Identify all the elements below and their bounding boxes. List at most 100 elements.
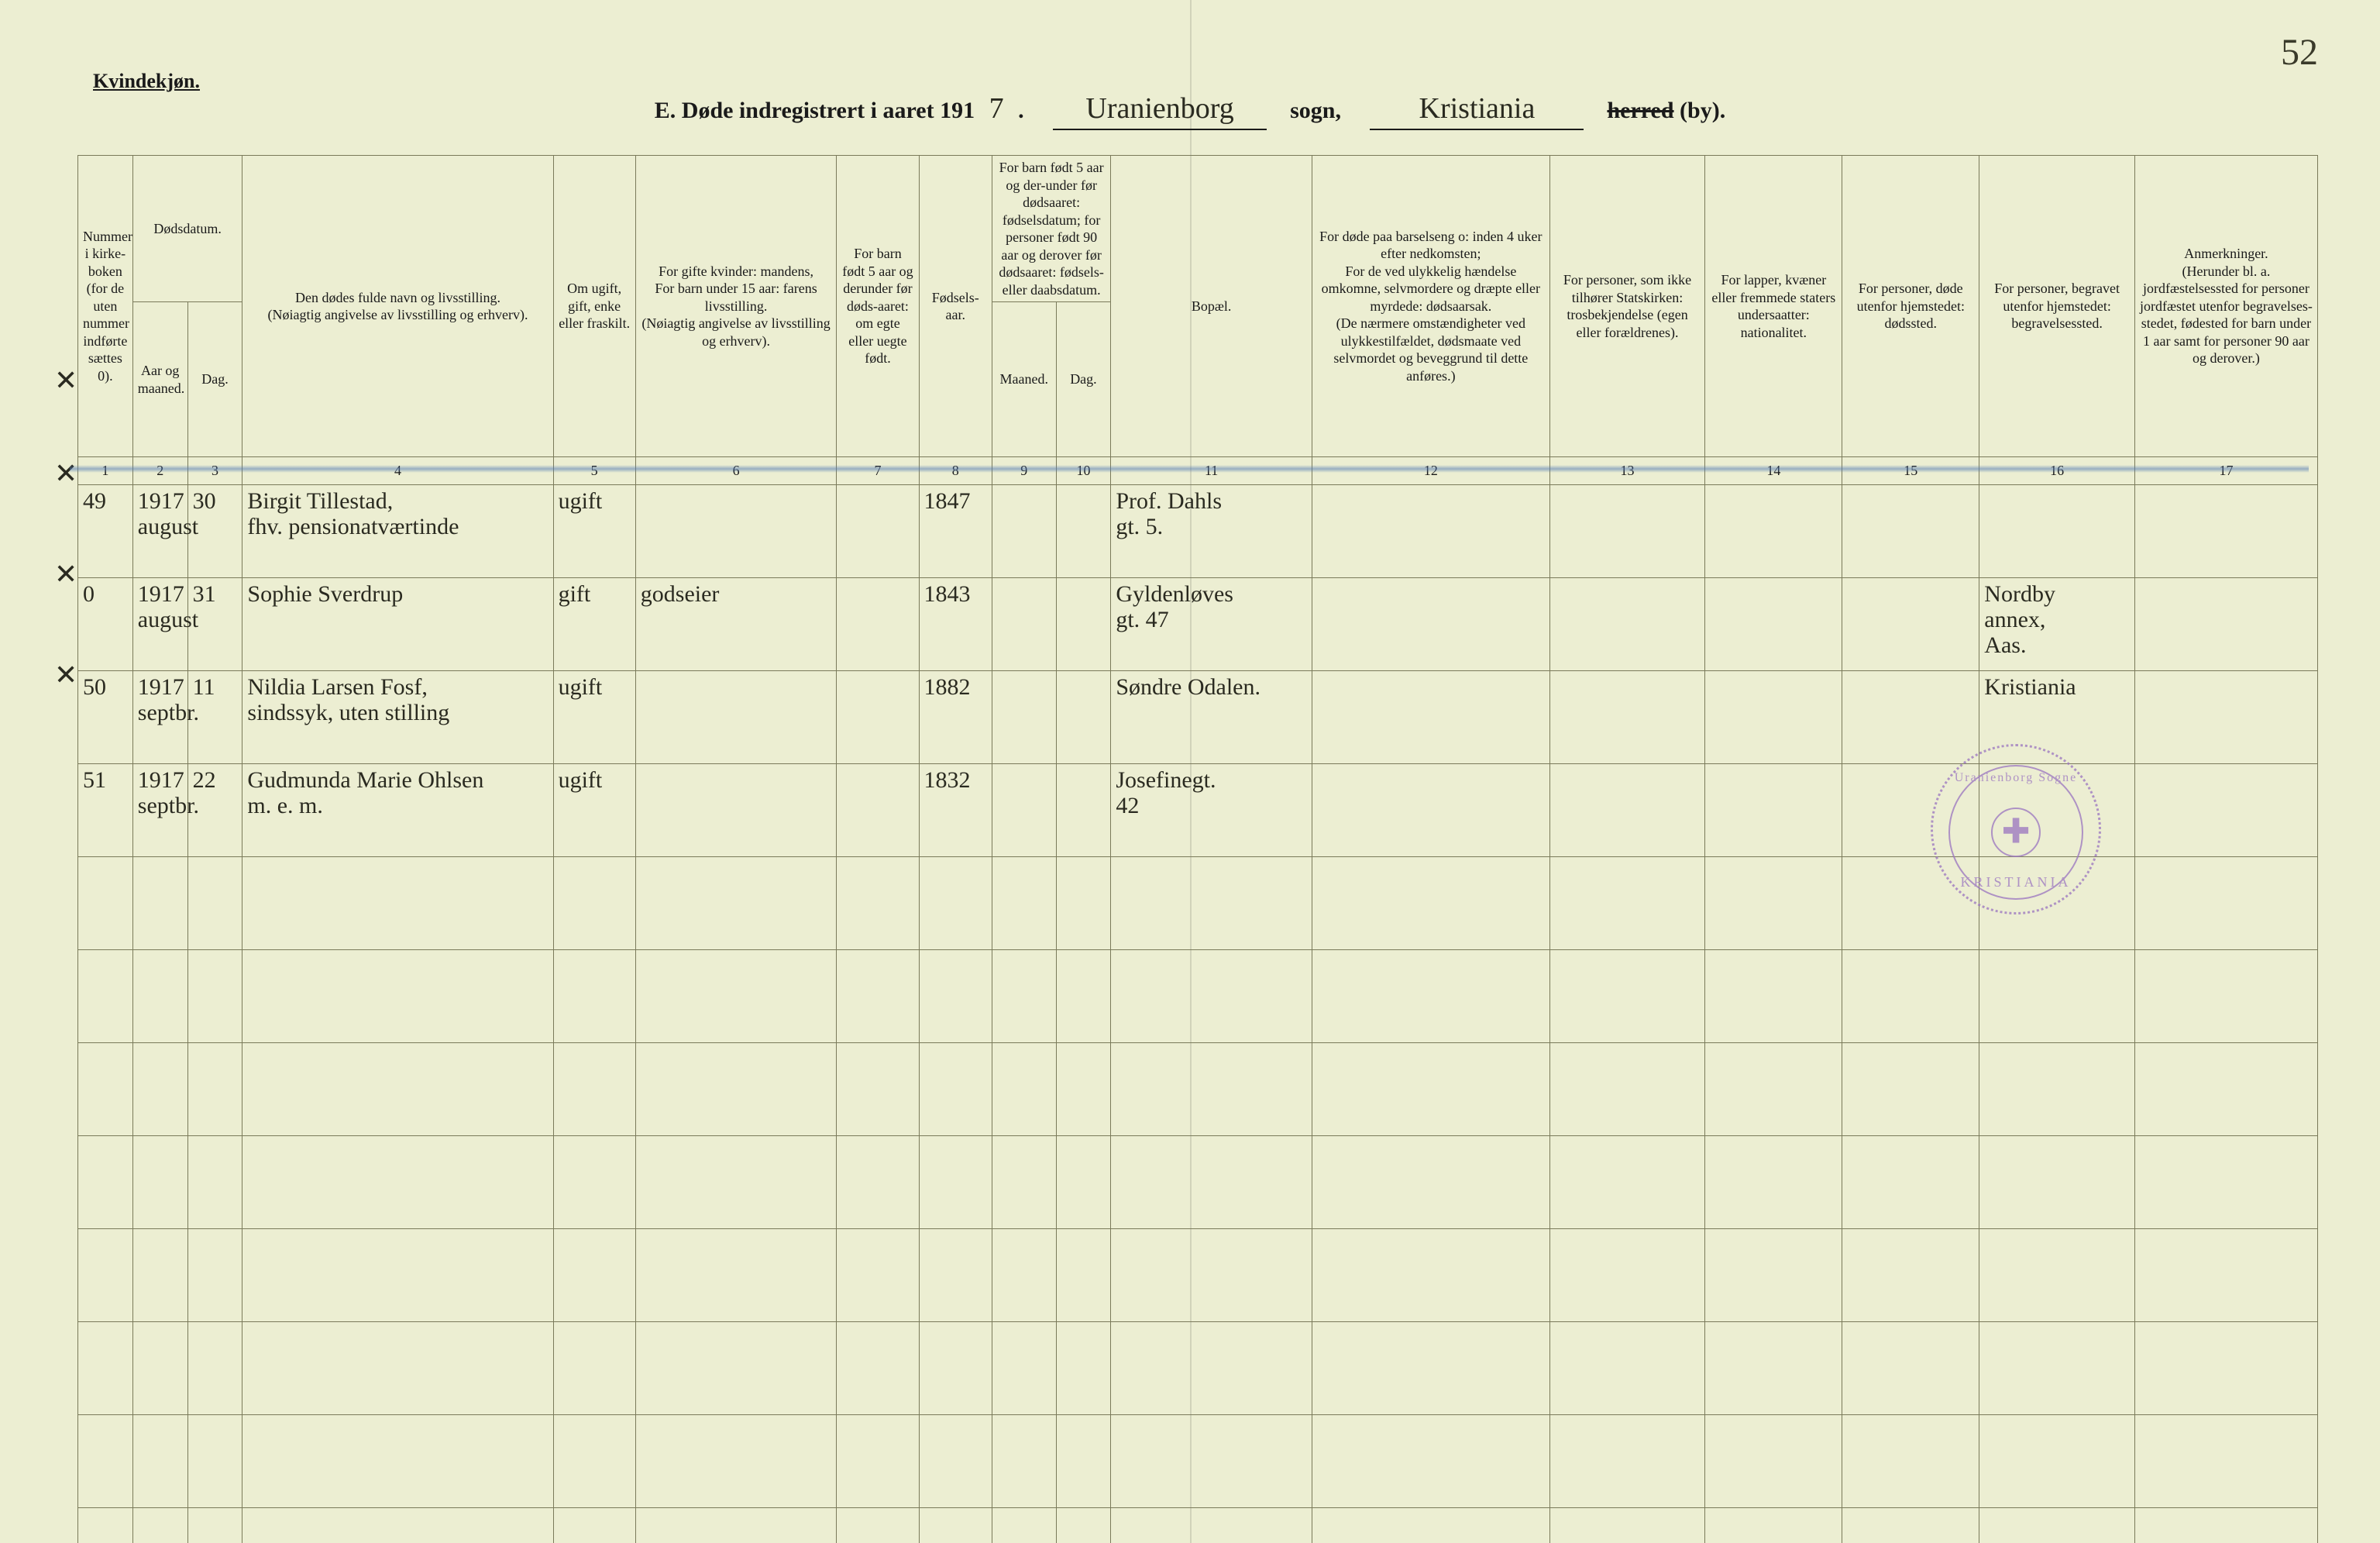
col-number: 3 [187, 457, 242, 485]
cell-empty [1549, 1508, 1705, 1543]
cell [1979, 485, 2135, 578]
cell-empty [1056, 1136, 1111, 1229]
cell-empty [553, 1043, 635, 1136]
cell [1056, 485, 1111, 578]
col-header: Bopæl. [1111, 156, 1312, 457]
cell-empty [132, 1043, 187, 1136]
col-subheader: Aar og maaned. [132, 302, 187, 457]
cell: 49 [78, 485, 133, 578]
cell-empty [1842, 1043, 1979, 1136]
cell-empty [992, 1508, 1056, 1543]
cell-empty [837, 1229, 919, 1322]
col-header: For personer, som ikke tilhører Statskir… [1549, 156, 1705, 457]
cell-text: Nordbyannex,Aas. [1984, 581, 2055, 658]
cell [837, 578, 919, 671]
cell-empty [1549, 1322, 1705, 1415]
cell [1312, 764, 1549, 857]
cell-empty [78, 1229, 133, 1322]
stamp-text-bottom: KRISTIANIA [1961, 874, 2072, 890]
cell-empty [919, 857, 992, 950]
col-header: For gifte kvinder: mandens,For barn unde… [635, 156, 837, 457]
table-row-empty [78, 1043, 2318, 1136]
cell-empty [919, 1508, 992, 1543]
col-number: 8 [919, 457, 992, 485]
cell: Gyldenløves gt. 47 [1111, 578, 1312, 671]
cell [1549, 578, 1705, 671]
col-number: 13 [1549, 457, 1705, 485]
cell-empty [837, 1322, 919, 1415]
col-number: 6 [635, 457, 837, 485]
cell-empty [1111, 857, 1312, 950]
sogn-handwritten: Uranienborg [1053, 93, 1267, 130]
cell-empty [837, 1043, 919, 1136]
cell [1842, 578, 1979, 671]
cell-empty [635, 857, 837, 950]
cell [992, 485, 1056, 578]
cell-empty [187, 1322, 242, 1415]
cell-empty [1842, 1136, 1979, 1229]
page-number: 52 [2281, 31, 2318, 74]
cell-text: Josefinegt. 42 [1116, 767, 1216, 818]
table-row-empty [78, 950, 2318, 1043]
cell-text: 1832 [924, 767, 971, 793]
cell-empty [1056, 1229, 1111, 1322]
cell-empty [553, 1136, 635, 1229]
cell-empty [1056, 857, 1111, 950]
table-row-empty [78, 1508, 2318, 1543]
cell [1549, 671, 1705, 764]
cell-empty [1705, 1043, 1842, 1136]
cell: Sophie Sverdrup [242, 578, 553, 671]
cell-empty [1549, 1415, 1705, 1508]
cell-text: 1843 [924, 581, 971, 607]
margin-mark: ✕ [54, 457, 77, 490]
cell-empty [242, 1136, 553, 1229]
col-number: 2 [132, 457, 187, 485]
cell-empty [1549, 1043, 1705, 1136]
cell-empty [635, 1136, 837, 1229]
cell [2134, 578, 2317, 671]
cell-empty [1979, 1415, 2135, 1508]
cell [837, 764, 919, 857]
cell: 50 [78, 671, 133, 764]
cell: Prof. Dahls gt. 5. [1111, 485, 1312, 578]
cell-empty [1549, 950, 1705, 1043]
cell: Nildia Larsen Fosf, sindssyk, uten still… [242, 671, 553, 764]
cell: ugift [553, 764, 635, 857]
stamp-text-top: Uranienborg Sogne [1955, 771, 2078, 785]
cell-empty [187, 1508, 242, 1543]
cell: ugift [553, 485, 635, 578]
cell-empty [187, 1043, 242, 1136]
cell-empty [242, 950, 553, 1043]
cell-empty [1549, 1136, 1705, 1229]
cell-empty [553, 1229, 635, 1322]
cell [1705, 671, 1842, 764]
cell-empty [1842, 950, 1979, 1043]
table-row-empty [78, 1229, 2318, 1322]
stamp-inner-ring: Uranienborg Sogne KRISTIANIA [1948, 765, 2083, 900]
table-body: 491917august30Birgit Tillestad, fhv. pen… [78, 485, 2318, 1543]
cell-empty [1111, 1043, 1312, 1136]
cell-empty [132, 1136, 187, 1229]
cell-empty [1111, 1508, 1312, 1543]
cell-text: ugift [559, 488, 603, 514]
herred-handwritten: Kristiania [1370, 93, 1584, 130]
cell-empty [1705, 950, 1842, 1043]
col-number: 1 [78, 457, 133, 485]
col-header: For barn født 5 aar og derunder før døds… [837, 156, 919, 457]
table-row: 01917august31Sophie Sverdrupgiftgodseier… [78, 578, 2318, 671]
cell-empty [1979, 950, 2135, 1043]
register-page: 52 Kvindekjøn. E. Døde indregistrert i a… [0, 0, 2380, 1543]
cell: 0 [78, 578, 133, 671]
cell-empty [553, 950, 635, 1043]
cell-text: Sophie Sverdrup [247, 581, 403, 607]
cell-empty [1705, 1322, 1842, 1415]
title-line: E. Døde indregistrert i aaret 1917. Uran… [0, 93, 2380, 130]
cell-text: Nildia Larsen Fosf, sindssyk, uten still… [247, 674, 449, 725]
cell: 1843 [919, 578, 992, 671]
cell: Gudmunda Marie Ohlsen m. e. m. [242, 764, 553, 857]
cell [992, 764, 1056, 857]
col-number: 9 [992, 457, 1056, 485]
cell-empty [992, 1043, 1056, 1136]
cell [2134, 764, 2317, 857]
cell-text: 0 [83, 581, 95, 607]
